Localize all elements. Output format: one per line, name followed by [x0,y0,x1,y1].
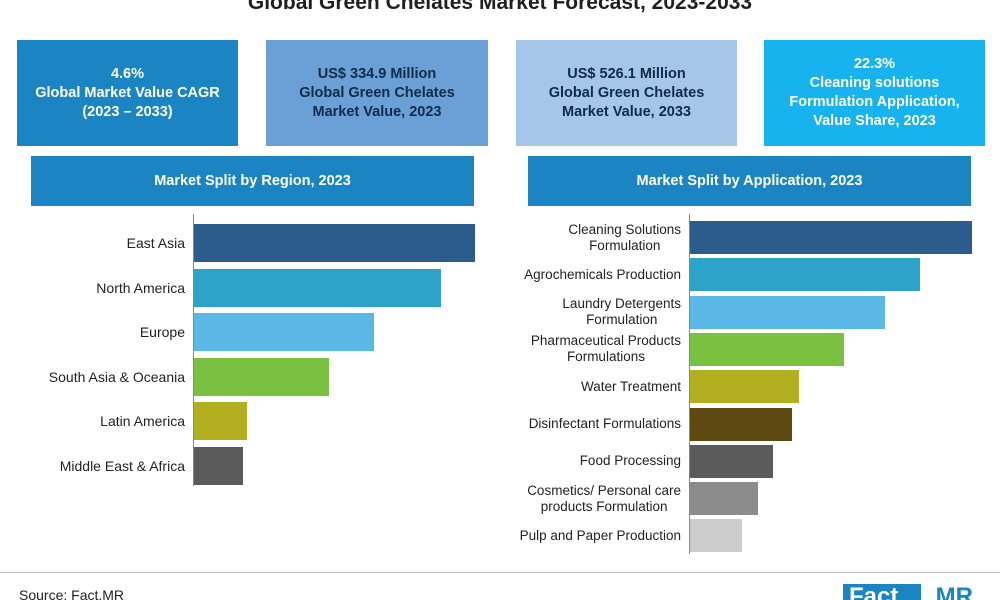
bar [690,295,885,329]
kpi-value: US$ 526.1 Million [567,65,686,82]
kpi-label: Formulation Application, [789,94,960,110]
category-label-text: North America [96,279,185,296]
kpi-label: Market Value, 2033 [562,103,691,120]
category-label-text: Pulp and Paper Production [519,527,681,543]
bar [690,332,844,366]
category-label: Food Processing [486,441,681,482]
category-label-text: South Asia & Oceania [48,368,185,385]
source-note: Source: Fact.MR [19,587,125,600]
bar [690,482,758,516]
logo-text-fact: Fact [843,584,921,600]
category-label: Pulp and Paper Production [486,515,681,556]
bar [194,268,442,307]
category-label: Agrochemicals Production [486,254,681,295]
application-bar-chart: Cleaning Solutions Formulation Agrochemica… [486,214,1000,564]
bar [194,313,374,352]
category-label: East Asia [0,220,185,266]
kpi-label: (2023 – 2033) [82,103,173,120]
category-label-text: Pharmaceutical Products Formulations [530,333,681,365]
bar [194,357,329,396]
category-label-text: Agrochemicals Production [524,266,681,282]
page-title: Global Green Chelates Market Forecast, 2… [247,0,753,14]
y-axis-line [193,214,194,486]
kpi-value: US$ 334.9 Million [317,65,437,82]
category-label-text: East Asia [126,235,185,251]
bar [690,407,792,441]
category-label: Disinfectant Formulations [486,404,681,445]
category-label-text: Europe [139,324,185,341]
category-label: Water Treatment [486,366,681,407]
bar [194,224,475,262]
kpi-market-value-2033-card: US$ 526.1 Million Global Green Chelates … [516,40,737,146]
region-bar-chart: East Asia North America Europe South Asia &… [0,214,500,494]
kpi-value: 22.3% [853,56,896,72]
bar [690,444,774,478]
category-label: Laundry Detergents Formulation [486,292,681,333]
category-label: Latin America [0,398,185,444]
category-label-text: Cosmetics/ Personal care products Formula… [527,482,681,514]
bar [690,519,743,553]
category-label: Middle East & Africa [0,443,185,489]
category-label: Cosmetics/ Personal care products Formula… [486,478,681,519]
kpi-label: Global Market Value CAGR [35,84,220,101]
factmr-logo: Fact .MR [843,584,981,600]
kpi-label: Value Share, 2023 [813,113,936,129]
bar [690,221,972,254]
kpi-value-share-card: 22.3% Cleaning solutions Formulation App… [764,40,985,146]
bar [194,402,248,441]
category-label: South Asia & Oceania [0,354,185,400]
logo-text-mr: .MR [929,583,973,600]
category-label-text: Disinfectant Formulations [528,416,681,431]
region-chart-title: Market Split by Region, 2023 [31,156,474,206]
y-axis-line [689,214,690,554]
kpi-label: Market Value, 2023 [312,103,442,120]
bar [194,447,244,485]
kpi-label: Global Green Chelates [299,84,455,101]
category-label-text: Cleaning Solutions Formulation [568,221,681,253]
bar [690,258,920,292]
category-label-text: Water Treatment [580,378,681,394]
category-label: North America [0,265,185,311]
category-label-text: Latin America [100,413,185,430]
kpi-label: Global Green Chelates [548,84,705,101]
footer-divider [0,572,1000,573]
kpi-value: 4.6% [110,65,145,82]
category-label: Europe [0,309,185,355]
bar [690,370,799,404]
kpi-label: Cleaning solutions [809,75,940,91]
category-label-text: Middle East & Africa [59,458,185,474]
category-label: Pharmaceutical Products Formulations [486,329,681,370]
category-label-text: Laundry Detergents Formulation [562,296,681,328]
kpi-market-value-2023-card: US$ 334.9 Million Global Green Chelates … [266,40,488,146]
category-label: Cleaning Solutions Formulation [486,217,681,258]
kpi-cagr-card: 4.6% Global Market Value CAGR (2023 – 20… [17,40,238,146]
application-chart-title: Market Split by Application, 2023 [528,156,971,206]
category-label-text: Food Processing [579,453,681,469]
